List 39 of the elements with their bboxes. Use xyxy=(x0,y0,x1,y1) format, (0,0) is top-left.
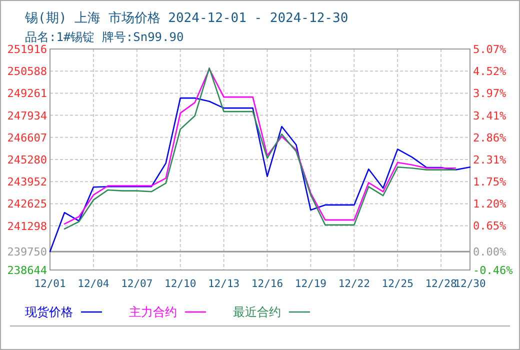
y2-tick-label: 2.86% xyxy=(473,131,506,144)
y2-tick-label: 3.41% xyxy=(473,109,506,122)
x-tick-label: 12/10 xyxy=(164,278,196,290)
y-tick-label: 251916 xyxy=(7,43,47,56)
y-tick-label: 250588 xyxy=(7,65,47,78)
y-tick-label: 242625 xyxy=(7,198,47,211)
y2-tick-label: 1.75% xyxy=(473,176,506,189)
x-tick-label: 12/07 xyxy=(121,278,153,290)
x-tick-label: 12/28 xyxy=(425,278,457,290)
y-tick-label: 247934 xyxy=(7,109,48,122)
y2-tick-label: -0.46% xyxy=(473,264,514,277)
x-tick-label: 12/30 xyxy=(454,278,486,290)
y-tick-label: 249261 xyxy=(7,87,47,100)
y2-tick-label: 4.52% xyxy=(473,64,506,78)
chart-subtitle: 品名:1#锡锭 牌号:Sn99.90 xyxy=(25,30,184,44)
x-tick-label: 12/19 xyxy=(294,278,326,290)
x-tick-label: 12/01 xyxy=(34,278,66,290)
legend-label: 现货价格 xyxy=(25,305,73,319)
line-series xyxy=(49,97,471,252)
legend-label: 最近合约 xyxy=(233,305,281,319)
y-tick-label: 245280 xyxy=(7,154,47,166)
x-tick-label: 12/13 xyxy=(208,278,240,290)
y-tick-label: 238644 xyxy=(7,264,48,277)
y-tick-label: 243952 xyxy=(7,176,47,189)
x-tick-label: 12/22 xyxy=(338,278,370,290)
y2-tick-label: 3.97% xyxy=(473,86,506,100)
y2-tick-label: 1.20% xyxy=(473,198,506,211)
y-tick-label: 246607 xyxy=(7,131,47,144)
x-tick-label: 12/04 xyxy=(78,278,110,290)
y-tick-label: 241298 xyxy=(7,220,47,233)
y-tick-label: 239750 xyxy=(7,246,47,259)
chart-title: 锡(期) 上海 市场价格 2024-12-01 - 2024-12-30 xyxy=(24,11,348,26)
x-tick-label: 12/25 xyxy=(382,278,414,290)
x-tick-label: 12/16 xyxy=(251,278,284,290)
y2-tick-label: 5.07% xyxy=(473,43,506,56)
y2-tick-label: 2.31% xyxy=(473,153,506,166)
y2-tick-label: 0.00% xyxy=(473,246,506,259)
legend-label: 主力合约 xyxy=(129,305,177,319)
y2-tick-label: 0.65% xyxy=(473,220,506,233)
